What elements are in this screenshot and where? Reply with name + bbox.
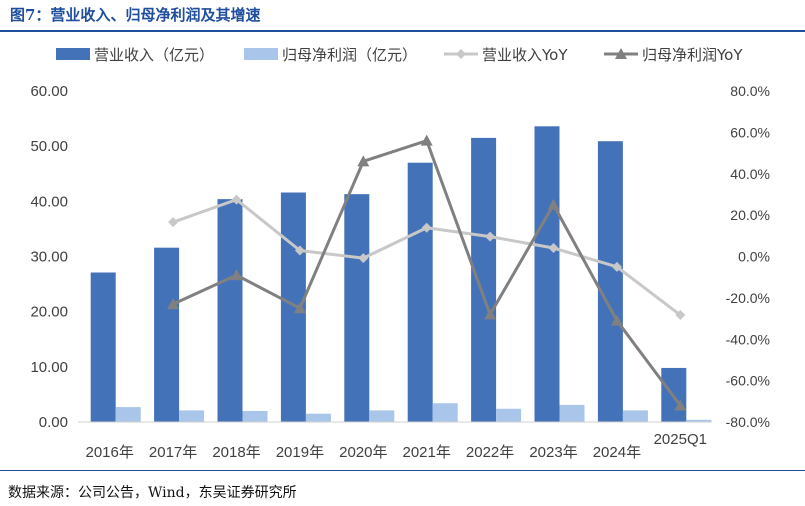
revenue-bar <box>534 126 560 422</box>
x-tick-label: 2020年 <box>339 444 387 461</box>
revenue-yoy-point <box>168 217 179 228</box>
legend: 营业收入（亿元） 归母净利润（亿元） 营业收入YoY 归母净利润YoY <box>56 46 743 64</box>
profit-bar <box>305 413 331 422</box>
x-tick-label: 2016年 <box>86 444 134 461</box>
legend-swatch <box>56 48 90 60</box>
profit-yoy-point <box>167 298 180 310</box>
lines <box>167 134 687 411</box>
revenue-yoy-point <box>231 194 242 205</box>
right-axis: -80.0% -60.0% -40.0% -20.0% 0.0% 20.0% 40.0% 60… <box>726 83 770 430</box>
right-tick-label: -40.0% <box>726 331 770 347</box>
right-tick-label: -80.0% <box>726 414 770 430</box>
legend-marker <box>615 48 627 59</box>
x-tick-label: 2018年 <box>212 444 260 461</box>
revenue-bar <box>407 162 433 422</box>
source-divider <box>0 470 805 471</box>
profit-yoy-point <box>484 308 497 320</box>
left-tick-label: 20.00 <box>30 304 68 321</box>
legend-label: 归母净利润YoY <box>642 46 743 64</box>
x-tick-label: 2022年 <box>466 444 514 461</box>
chart: 营业收入（亿元） 归母净利润（亿元） 营业收入YoY 归母净利润YoY 0.00 10.… <box>30 46 770 461</box>
revenue-bar <box>597 141 623 422</box>
profit-yoy-point <box>357 155 370 167</box>
profit-bar <box>559 404 585 422</box>
profit-bar <box>242 410 268 422</box>
revenue-yoy-point <box>485 231 496 242</box>
left-tick-label: 30.00 <box>30 249 68 266</box>
legend-swatch <box>244 48 278 60</box>
profit-bar <box>432 403 458 422</box>
title-divider <box>0 30 805 32</box>
profit-bar <box>496 408 522 422</box>
profit-bar <box>115 407 141 422</box>
x-tick-label: 2023年 <box>529 444 577 461</box>
profit-yoy-point <box>230 269 243 281</box>
profit-yoy-point <box>547 198 560 210</box>
bars <box>90 126 712 422</box>
revenue-yoy-point <box>611 261 622 272</box>
right-tick-label: 40.0% <box>730 166 770 182</box>
profit-bar <box>179 410 205 422</box>
x-tick-label: 2025Q1 <box>654 431 707 448</box>
revenue-bar <box>344 194 370 422</box>
left-tick-label: 50.00 <box>30 138 68 155</box>
revenue-bar <box>471 137 497 422</box>
legend-label: 营业收入YoY <box>482 46 568 64</box>
revenue-yoy-point <box>421 222 432 233</box>
profit-bar <box>686 419 712 422</box>
profit-bar <box>622 410 648 422</box>
revenue-yoy-point <box>358 253 369 264</box>
right-tick-label: -20.0% <box>726 290 770 306</box>
revenue-bar <box>90 272 116 422</box>
profit-bar <box>369 410 395 422</box>
right-tick-label: -60.0% <box>726 373 770 389</box>
right-tick-label: 80.0% <box>730 83 770 99</box>
revenue-yoy-point <box>675 310 686 321</box>
legend-label: 营业收入（亿元） <box>94 46 214 64</box>
left-tick-label: 10.00 <box>30 359 68 376</box>
right-tick-label: 60.0% <box>730 124 770 140</box>
left-tick-label: 40.00 <box>30 193 68 210</box>
left-tick-label: 60.00 <box>30 83 68 100</box>
revenue-bar <box>154 247 180 422</box>
profit-yoy-point <box>420 134 433 146</box>
source-note: 数据来源：公司公告，Wind，东吴证券研究所 <box>8 485 297 501</box>
revenue-yoy-point <box>294 245 305 256</box>
x-axis: 2016年 2017年 2018年 2019年 2020年 2021年 2022年 2023年… <box>86 431 707 461</box>
legend-label: 归母净利润（亿元） <box>282 46 417 64</box>
figure-title: 图7：营业收入、归母净利润及其增速 <box>10 6 261 24</box>
legend-marker <box>456 49 466 59</box>
left-axis: 0.00 10.00 20.00 30.00 40.00 50.00 60.00 <box>30 83 68 431</box>
x-tick-label: 2017年 <box>149 444 197 461</box>
profit-yoy-point <box>674 399 687 411</box>
revenue-yoy-point <box>548 243 559 254</box>
revenue-bar <box>217 199 243 422</box>
left-tick-label: 0.00 <box>39 414 68 431</box>
profit-yoy-point <box>610 314 623 326</box>
x-tick-label: 2021年 <box>403 444 451 461</box>
x-tick-label: 2024年 <box>593 444 641 461</box>
right-tick-label: 20.0% <box>730 207 770 223</box>
right-tick-label: 0.0% <box>738 249 770 265</box>
profit-yoy-point <box>293 302 306 314</box>
x-tick-label: 2019年 <box>276 444 324 461</box>
